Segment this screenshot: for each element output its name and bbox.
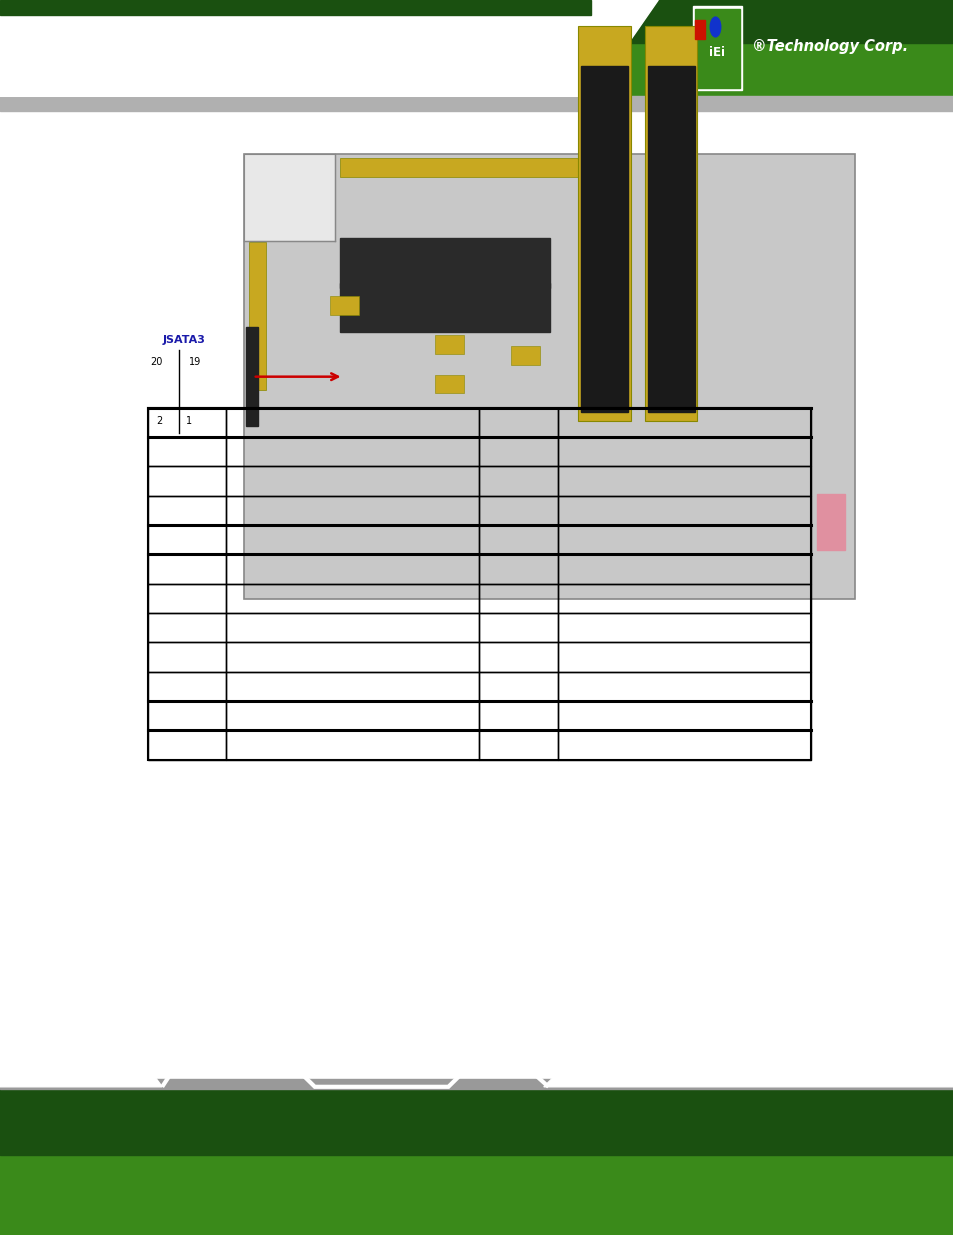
Bar <box>330 296 358 315</box>
Bar <box>478 437 558 467</box>
Bar <box>694 9 740 88</box>
Bar <box>558 555 810 584</box>
Bar <box>0 0 591 15</box>
Bar <box>148 525 226 555</box>
Bar <box>478 701 558 730</box>
Polygon shape <box>543 1040 953 1087</box>
Bar <box>558 584 810 613</box>
Bar <box>226 525 478 555</box>
Bar <box>148 408 810 760</box>
Bar <box>148 408 226 437</box>
Bar <box>478 613 558 642</box>
Bar <box>644 26 697 421</box>
Bar <box>148 642 226 672</box>
Bar <box>148 495 226 525</box>
Bar <box>249 242 266 390</box>
Bar <box>558 642 810 672</box>
Bar <box>580 67 627 412</box>
Text: ®Technology Corp.: ®Technology Corp. <box>751 40 907 54</box>
Bar <box>148 701 226 730</box>
Text: 2: 2 <box>155 416 162 426</box>
Bar <box>435 336 463 354</box>
Text: 1: 1 <box>186 416 192 426</box>
Bar <box>816 494 844 550</box>
Bar <box>478 584 558 613</box>
Bar <box>478 467 558 495</box>
Bar <box>435 374 463 393</box>
Polygon shape <box>0 0 658 96</box>
Bar <box>478 555 558 584</box>
Bar <box>0 0 953 43</box>
Bar <box>226 613 478 642</box>
Bar <box>148 437 226 467</box>
Bar <box>148 613 226 642</box>
Bar <box>226 701 478 730</box>
Bar <box>478 408 558 437</box>
Bar <box>478 672 558 701</box>
Text: 19: 19 <box>189 357 201 367</box>
Bar <box>226 672 478 701</box>
Bar <box>226 495 478 525</box>
Bar <box>246 327 257 426</box>
Text: JSATA3: JSATA3 <box>162 335 205 345</box>
Bar <box>692 6 741 90</box>
Bar <box>148 467 226 495</box>
Bar <box>226 467 478 495</box>
Bar <box>558 672 810 701</box>
Bar <box>226 408 478 437</box>
Bar <box>148 672 226 701</box>
Bar <box>511 346 539 364</box>
Text: 20: 20 <box>150 357 162 367</box>
Bar <box>478 525 558 555</box>
Bar <box>226 642 478 672</box>
Bar <box>226 437 478 467</box>
Bar <box>478 730 558 760</box>
Bar <box>0 0 953 96</box>
Bar <box>558 525 810 555</box>
Bar <box>339 283 549 332</box>
Bar <box>148 555 226 584</box>
Bar <box>478 642 558 672</box>
Bar <box>558 437 810 467</box>
Bar <box>339 238 549 288</box>
Bar <box>148 584 226 613</box>
Ellipse shape <box>709 17 720 37</box>
Bar <box>148 730 226 760</box>
Bar <box>558 495 810 525</box>
Bar <box>0 1089 953 1235</box>
Bar <box>0 1089 953 1155</box>
Bar <box>647 67 694 412</box>
Bar <box>0 96 953 111</box>
Bar <box>558 701 810 730</box>
Bar <box>226 730 478 760</box>
Bar <box>558 613 810 642</box>
Bar <box>226 555 478 584</box>
Bar <box>226 584 478 613</box>
Bar <box>558 730 810 760</box>
Bar <box>558 467 810 495</box>
Bar <box>578 26 630 421</box>
Bar <box>339 158 578 177</box>
Bar <box>244 154 335 241</box>
Bar <box>0 1079 953 1089</box>
Bar <box>695 20 704 38</box>
Text: iEi: iEi <box>709 47 724 59</box>
Bar <box>244 154 854 599</box>
Bar <box>478 495 558 525</box>
Bar <box>558 408 810 437</box>
Polygon shape <box>0 1009 162 1087</box>
